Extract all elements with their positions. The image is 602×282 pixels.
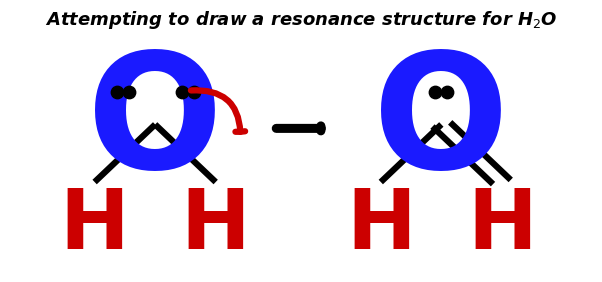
- Point: [112, 89, 122, 94]
- Point: [442, 89, 452, 94]
- Text: O: O: [373, 47, 509, 202]
- Text: Attempting to draw a resonance structure for H$_2$O: Attempting to draw a resonance structure…: [45, 9, 557, 31]
- Text: H: H: [181, 185, 250, 266]
- Point: [430, 89, 440, 94]
- Text: H: H: [467, 185, 537, 266]
- Point: [189, 89, 199, 94]
- Text: H: H: [60, 185, 129, 266]
- Text: H: H: [346, 185, 415, 266]
- Text: O: O: [87, 47, 223, 202]
- Point: [123, 89, 133, 94]
- Point: [177, 89, 187, 94]
